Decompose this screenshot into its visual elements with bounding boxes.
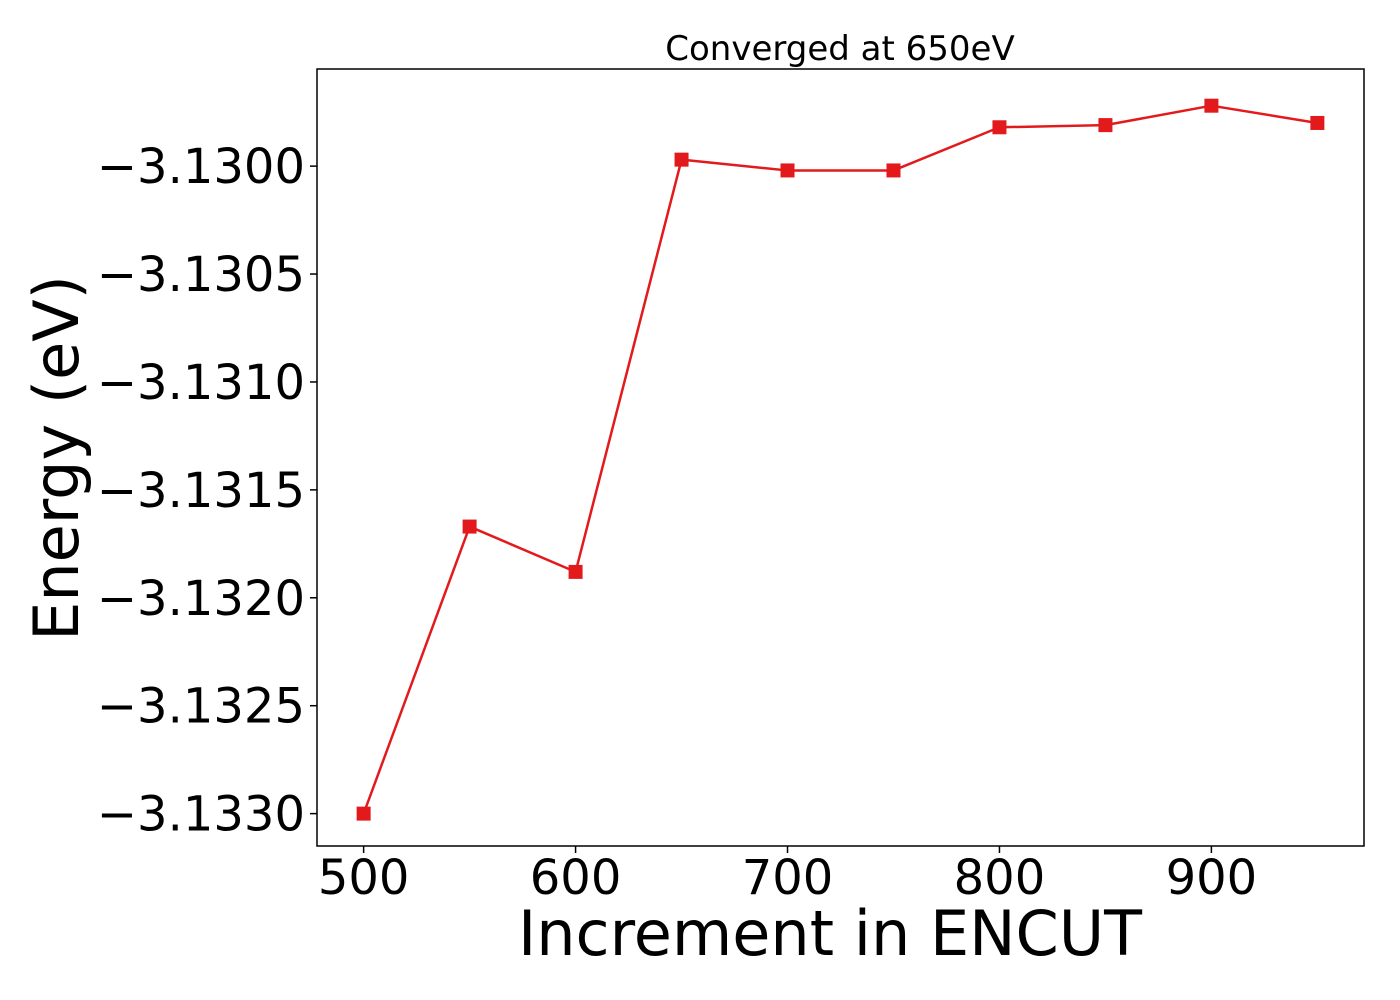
- y-tick-label: −3.1300: [97, 139, 305, 195]
- chart-title: Converged at 650eV: [665, 29, 1014, 69]
- data-point-marker: [356, 806, 371, 821]
- y-axis-label: Energy (eV): [20, 275, 93, 641]
- data-point-marker: [1310, 115, 1325, 130]
- data-point-marker: [1204, 98, 1219, 113]
- data-point-marker: [568, 564, 583, 579]
- y-tick-label: −3.1310: [97, 355, 305, 411]
- series-line: [362, 104, 1318, 815]
- x-tick-label: 900: [1166, 850, 1258, 906]
- y-tick-label: −3.1320: [97, 571, 305, 627]
- data-point-marker: [462, 519, 477, 534]
- data-point-marker: [1098, 118, 1113, 133]
- series-layer: [356, 98, 1325, 821]
- data-point-marker: [674, 152, 689, 167]
- y-tick-label: −3.1305: [97, 247, 305, 303]
- plot-area-frame: [316, 68, 1365, 847]
- x-tick-label: 500: [318, 850, 410, 906]
- x-tick-label: 700: [742, 850, 834, 906]
- x-tick-label: 600: [530, 850, 622, 906]
- x-tick-label: 800: [954, 850, 1046, 906]
- data-point-marker: [992, 120, 1007, 135]
- y-axis-ticks: −3.1300 −3.1305 −3.1310 −3.1315 −3.1320 −3.13…: [97, 139, 317, 843]
- data-point-marker: [780, 163, 795, 178]
- y-tick-label: −3.1325: [97, 679, 305, 735]
- x-axis-label: Increment in ENCUT: [518, 897, 1143, 970]
- data-point-marker: [886, 163, 901, 178]
- x-axis-ticks: 500 600 700 800 900: [318, 846, 1257, 906]
- y-tick-label: −3.1330: [97, 787, 305, 843]
- y-tick-label: −3.1315: [97, 463, 305, 519]
